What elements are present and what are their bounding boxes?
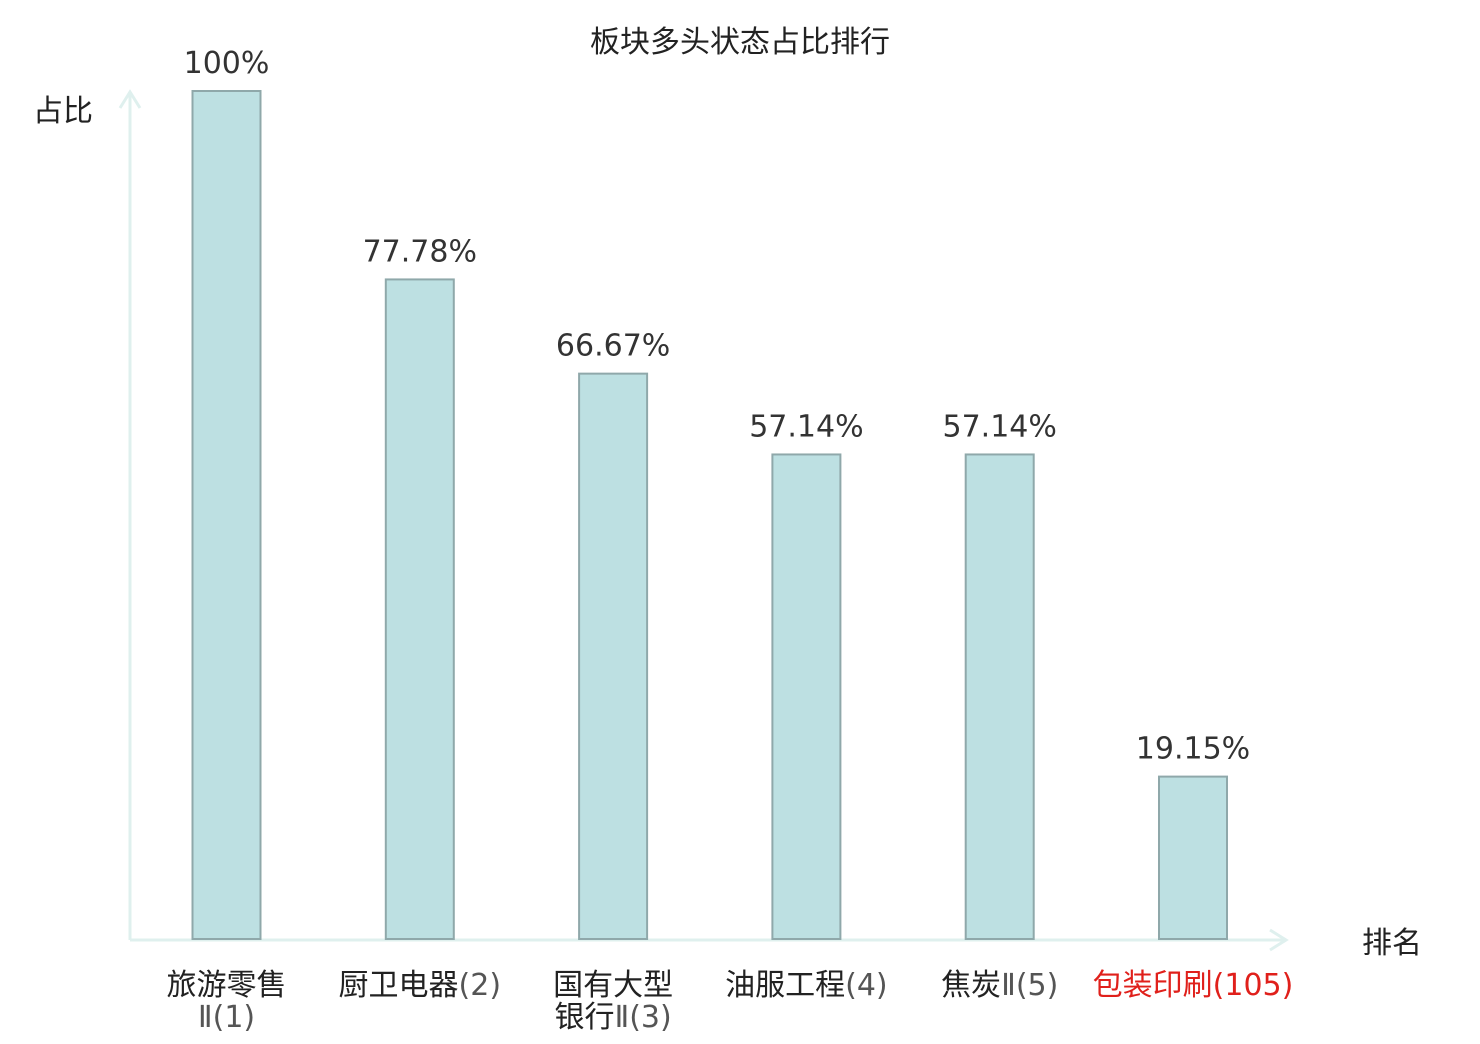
x-axis-label: 排名 [1362, 926, 1422, 961]
bar-6 [1158, 775, 1228, 940]
bar-5 [964, 453, 1035, 940]
data-label-4: 57.14% [749, 409, 863, 444]
bar-3 [578, 372, 649, 940]
bars-group [191, 90, 1228, 940]
y-axis-label: 占比 [33, 94, 93, 129]
bar-1 [191, 90, 262, 940]
data-label-2: 77.78% [363, 234, 477, 269]
axes [118, 89, 1289, 952]
y-axis-arrow [118, 89, 142, 109]
x-tick-labels-group: 旅游零售 Ⅱ(1) 厨卫电器(2) 国有大型银行Ⅱ(3) 油服工程(4) 焦炭Ⅱ(5) 包装… [167, 968, 1294, 1035]
bar-4 [771, 453, 842, 940]
x-tick-label-6: 包装印刷(105) [1093, 968, 1294, 1003]
x-axis-arrow [1269, 928, 1289, 952]
bar-2 [384, 278, 455, 940]
x-tick-label-1: 旅游零售 Ⅱ(1) [167, 968, 287, 1035]
data-labels-group: 100% 77.78% 66.67% 57.14% 57.14% 19.15% [184, 46, 1251, 767]
data-label-3: 66.67% [556, 329, 670, 364]
x-tick-label-3: 国有大型银行Ⅱ(3) [553, 968, 673, 1035]
chart-title: 板块多头状态占比排行 [590, 25, 890, 60]
x-tick-label-4: 油服工程(4) [725, 968, 888, 1003]
data-label-1: 100% [184, 46, 270, 81]
x-tick-label-2: 厨卫电器(2) [339, 968, 502, 1003]
x-tick-label-5: 焦炭Ⅱ(5) [941, 968, 1058, 1003]
data-label-6: 19.15% [1136, 732, 1250, 767]
data-label-5: 57.14% [943, 409, 1057, 444]
